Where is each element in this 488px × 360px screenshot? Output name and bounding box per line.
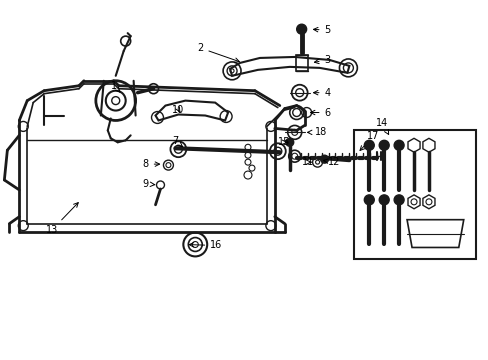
Bar <box>295 55 307 71</box>
Text: 2: 2 <box>197 43 239 62</box>
Polygon shape <box>422 195 434 209</box>
Text: 8: 8 <box>142 159 159 169</box>
Text: 3: 3 <box>314 55 330 65</box>
Text: 9: 9 <box>142 179 154 189</box>
Text: 7: 7 <box>172 136 182 147</box>
Text: 1: 1 <box>111 81 120 92</box>
Circle shape <box>364 140 373 150</box>
Circle shape <box>393 140 403 150</box>
Text: 13: 13 <box>46 203 78 235</box>
Bar <box>354 130 475 260</box>
Text: 14: 14 <box>375 118 388 134</box>
Circle shape <box>379 140 388 150</box>
Circle shape <box>364 195 373 205</box>
Circle shape <box>393 195 403 205</box>
Polygon shape <box>407 195 419 209</box>
Text: 18: 18 <box>307 127 326 138</box>
Polygon shape <box>422 138 434 152</box>
Circle shape <box>296 24 306 34</box>
Text: 11: 11 <box>301 157 313 167</box>
Polygon shape <box>407 138 419 152</box>
Text: 12: 12 <box>323 157 339 167</box>
Circle shape <box>379 195 388 205</box>
Polygon shape <box>406 220 463 247</box>
Text: 4: 4 <box>313 88 330 98</box>
Text: 15: 15 <box>277 137 289 147</box>
Text: 17: 17 <box>359 131 379 150</box>
Text: 16: 16 <box>189 240 222 251</box>
Text: 5: 5 <box>313 25 330 35</box>
Circle shape <box>320 155 328 163</box>
Circle shape <box>285 138 293 146</box>
Text: 6: 6 <box>310 108 330 117</box>
Text: 10: 10 <box>172 104 184 114</box>
